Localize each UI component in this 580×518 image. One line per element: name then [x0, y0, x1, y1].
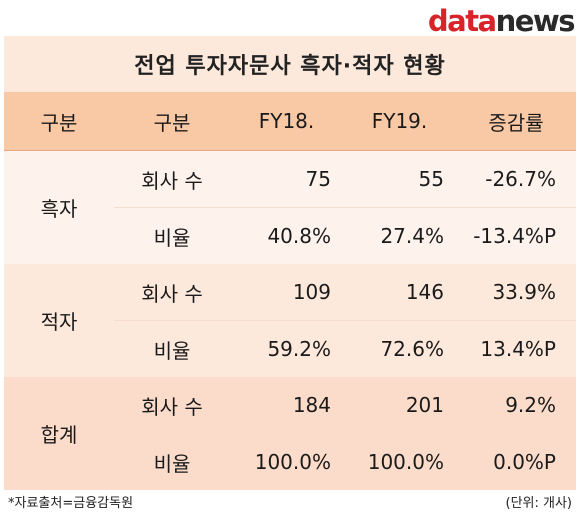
unit-note: (단위: 개사) [505, 496, 573, 511]
row-label: 회사 수 [114, 264, 230, 321]
row-label: 회사 수 [114, 377, 230, 434]
datanews-logo: data news [427, 4, 576, 38]
status-table: 구분 구분 FY18. FY19. 증감률 흑자 회사 수 75 55 -26.… [4, 92, 576, 490]
fy18-value: 100.0% [230, 433, 343, 490]
table-row: 합계 회사 수 184 201 9.2% [4, 377, 576, 490]
fy19-value: 55 [343, 150, 456, 208]
change-value: 13.4%P [456, 320, 576, 377]
row-label: 비율 [114, 433, 230, 490]
fy19-value: 72.6% [343, 320, 456, 377]
source-note: *자료출처=금융감독원 [8, 496, 134, 511]
fy18-value: 75 [230, 150, 343, 208]
change-value: 9.2% [456, 377, 576, 434]
header-category: 구분 [4, 92, 114, 151]
row-label: 비율 [114, 207, 230, 264]
table-row: 비율 59.2% 72.6% 13.4%P [4, 320, 576, 377]
fy18-value: 40.8% [230, 207, 343, 264]
fy18-value: 184 [230, 377, 343, 434]
change-value: -26.7% [456, 150, 576, 208]
table-row: 적자 회사 수 109 146 33.9% [4, 264, 576, 377]
header-fy19: FY19. [343, 92, 456, 151]
row-label: 회사 수 [114, 150, 230, 208]
header-fy18: FY18. [230, 92, 343, 151]
fy19-value: 27.4% [343, 207, 456, 264]
row-label: 비율 [114, 320, 230, 377]
header-change: 증감률 [456, 92, 576, 151]
logo-news: news [495, 4, 576, 38]
table-row: 비율 40.8% 27.4% -13.4%P [4, 207, 576, 264]
change-value: -13.4%P [456, 207, 576, 264]
table-title: 전업 투자자문사 흑자·적자 현황 [134, 54, 446, 79]
fy18-value: 59.2% [230, 320, 343, 377]
fy19-value: 201 [343, 377, 456, 434]
change-value: 33.9% [456, 264, 576, 321]
header-row: 구분 구분 FY18. FY19. 증감률 [4, 92, 576, 151]
group-label-total: 합계 [4, 377, 114, 490]
fy18-value: 109 [230, 264, 343, 321]
change-value: 0.0%P [456, 433, 576, 490]
fy19-value: 100.0% [343, 433, 456, 490]
group-label-profit: 흑자 [4, 150, 114, 264]
logo-data: data [427, 4, 497, 38]
fy19-value: 146 [343, 264, 456, 321]
table-row: 흑자 회사 수 75 55 -26.7% [4, 150, 576, 264]
title-band: 전업 투자자문사 흑자·적자 현황 [4, 36, 576, 92]
header-subcategory: 구분 [114, 92, 230, 151]
group-label-loss: 적자 [4, 264, 114, 377]
table-row: 비율 100.0% 100.0% 0.0%P [4, 433, 576, 490]
